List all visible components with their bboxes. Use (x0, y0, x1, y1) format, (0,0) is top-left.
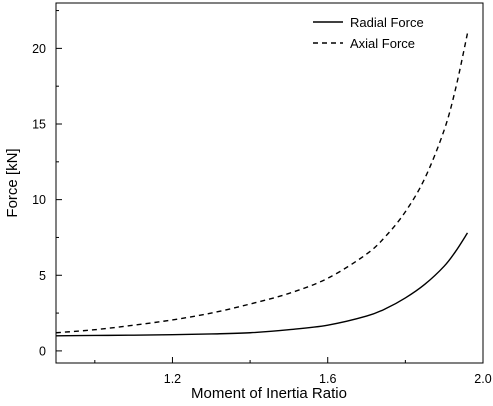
y-tick-label: 5 (39, 269, 46, 283)
y-tick-label: 20 (32, 42, 46, 56)
x-axis-ticks: 1.2 1.6 2.0 (94, 357, 492, 386)
y-axis-ticks: 0 5 10 15 20 (32, 10, 62, 358)
legend-label: Radial Force (350, 15, 424, 30)
series-line-2 (55, 33, 469, 334)
plot-frame (55, 2, 484, 364)
x-tick-label: 2.0 (474, 372, 491, 386)
legend: Radial Force Axial Force (313, 15, 424, 51)
x-axis-title: Moment of Inertia Ratio (191, 385, 347, 402)
x-tick-label: 1.6 (319, 372, 336, 386)
series-line-1 (55, 232, 469, 337)
series-lines (55, 33, 469, 337)
y-tick-label: 10 (32, 193, 46, 207)
x-tick-label: 1.2 (164, 372, 181, 386)
legend-label: Axial Force (350, 36, 415, 51)
y-tick-label: 15 (32, 118, 46, 132)
y-tick-label: 0 (39, 344, 46, 358)
y-axis-title: Force [kN] (4, 148, 21, 217)
